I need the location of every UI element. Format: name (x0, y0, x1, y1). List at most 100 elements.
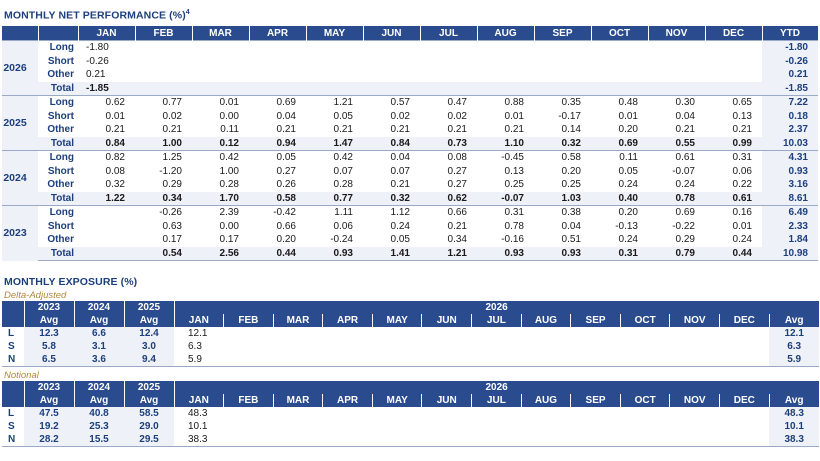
month-cell (620, 327, 670, 340)
value-cell: 0.32 (105, 179, 125, 191)
row-label: Total (38, 246, 78, 261)
value-cell: 0.20 (618, 207, 638, 219)
notional-subtitle: Notional (4, 370, 39, 381)
value-cell: 0.48 (618, 97, 638, 109)
value-cell: 0.00 (219, 220, 239, 232)
header-oct: OCT (620, 314, 671, 327)
value-cell (192, 81, 249, 96)
header-sep: SEP (570, 314, 621, 327)
row-label: Short (47, 220, 74, 232)
header-year-2024: 2024 (74, 301, 125, 314)
exposure-row-l: L 47.5 40.8 58.5 48.3 48.3 (2, 407, 820, 420)
value-cell (591, 55, 648, 69)
exposure-header-years: 2023 2024 2025 2026 (2, 381, 820, 394)
header-blank (38, 26, 79, 41)
value-cell: 1.21 (333, 97, 353, 109)
value-cell: 0.12 (192, 136, 249, 151)
value-cell: 0.13 (504, 165, 524, 177)
value-cell (591, 68, 648, 82)
value-cell (363, 55, 420, 69)
perf-row-2023-total: Total 0.54 2.56 0.44 0.93 1.41 1.21 0.93 0.93 0.3… (2, 246, 818, 261)
row-label: S (8, 341, 15, 352)
header-nov: NOV (648, 26, 706, 41)
month-cell: 5.9 (174, 353, 224, 367)
perf-row-2023-other: Other 0.17 0.17 0.20 -0.24 0.05 0.34 -0.16 0.51 0… (2, 233, 818, 247)
header-may: MAY (306, 26, 364, 41)
month-cell (322, 353, 373, 367)
hist-avg-cell: 9.4 (124, 353, 174, 367)
header-sep: SEP (570, 394, 621, 407)
month-cell (422, 407, 472, 420)
month-cell (521, 327, 571, 340)
month-cell (224, 407, 274, 420)
month-cell (720, 420, 770, 433)
month-cell (521, 433, 571, 447)
value-cell: 1.41 (363, 246, 420, 261)
value-cell: 0.16 (732, 207, 752, 219)
value-cell: 0.93 (534, 246, 591, 261)
hist-avg-cell: 5.8 (24, 340, 74, 353)
month-cell (571, 327, 621, 340)
value-cell: 0.30 (675, 97, 695, 109)
value-cell: 0.44 (705, 246, 762, 261)
header-mar: MAR (273, 314, 324, 327)
header-year-2023: 2023 (24, 301, 75, 314)
value-cell (420, 41, 477, 55)
value-cell (306, 81, 363, 96)
value-cell: 0.62 (105, 97, 125, 109)
performance-table: JAN FEB MAR APR MAY JUN JUL AUG SEP OCT NOV DEC YTD … (2, 26, 819, 261)
value-cell: 0.08 (447, 152, 467, 164)
month-cell (571, 340, 621, 353)
month-cell (422, 327, 472, 340)
value-cell: 0.27 (447, 165, 467, 177)
value-cell: 0.21 (447, 220, 467, 232)
row-label: L (8, 328, 15, 339)
year-group-2024: 2024 Long 0.82 1.25 0.42 0.05 0.42 0.04 0.08 -0.4… (2, 150, 818, 206)
value-cell: -0.17 (558, 110, 581, 122)
header-avg: Avg (74, 394, 125, 407)
value-cell (420, 68, 477, 82)
value-cell: 0.28 (219, 179, 239, 191)
value-cell: 0.05 (618, 165, 638, 177)
perf-row-2025-short: Short 0.01 0.02 0.00 0.04 0.05 0.02 0.02 0.01 -0.… (2, 109, 818, 123)
header-feb: FEB (223, 394, 274, 407)
ytd-cell: -1.80 (762, 40, 818, 55)
header-apr: APR (322, 394, 373, 407)
avg-cell: 5.9 (769, 353, 820, 367)
avg-cell: 12.1 (769, 327, 820, 340)
header-jul: JUL (420, 26, 478, 41)
header-aug: AUG (521, 314, 572, 327)
value-cell: 0.25 (561, 179, 581, 191)
header-avg: Avg (124, 394, 175, 407)
month-cell (273, 420, 323, 433)
header-apr: APR (249, 26, 307, 41)
ytd-cell: 10.98 (762, 246, 818, 261)
value-cell: -0.07 (477, 191, 534, 206)
month-cell (372, 433, 422, 447)
month-cell (224, 420, 274, 433)
value-cell: 1.10 (477, 136, 534, 151)
value-cell (78, 233, 135, 247)
hist-avg-cell: 29.0 (124, 420, 174, 433)
value-cell (705, 41, 762, 55)
row-label: Total (38, 136, 78, 151)
value-cell (705, 81, 762, 96)
avg-cell: 38.3 (769, 433, 820, 447)
ytd-cell: 4.31 (762, 150, 818, 165)
row-label: Short (47, 110, 74, 122)
month-cell (372, 407, 422, 420)
value-cell: 0.57 (390, 97, 410, 109)
value-cell (477, 68, 534, 82)
value-cell: 0.01 (504, 110, 524, 122)
value-cell: 0.58 (249, 191, 306, 206)
month-cell (669, 433, 720, 447)
value-cell: 0.21 (105, 124, 125, 136)
value-cell: 0.94 (249, 136, 306, 151)
ytd-cell: 0.21 (762, 68, 818, 82)
header-jul: JUL (471, 314, 522, 327)
perf-row-2024-short: Short 0.08 -1.20 1.00 0.27 0.07 0.07 0.27 0.13 0.… (2, 164, 818, 178)
notional-exposure-table: 2023 2024 2025 2026 Avg Avg Avg JAN FEB MAR APR MAY… (2, 381, 820, 447)
value-cell: 1.47 (306, 136, 363, 151)
value-cell (534, 81, 591, 96)
month-cell (670, 327, 720, 340)
